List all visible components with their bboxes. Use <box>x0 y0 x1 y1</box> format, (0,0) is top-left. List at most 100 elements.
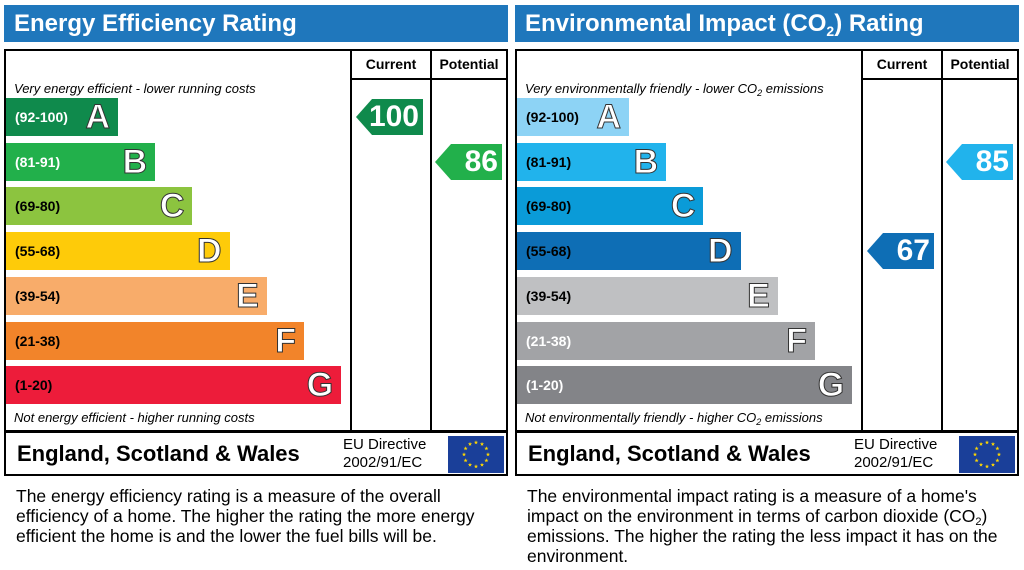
region-footer: England, Scotland & Wales EU Directive 2… <box>515 431 1019 476</box>
band-range-label: (1-20) <box>15 377 53 394</box>
current-arrow-polygon <box>867 233 934 270</box>
band-range-label: (92-100) <box>526 109 579 125</box>
band-range-label: (39-54) <box>526 287 572 304</box>
chart-title-prefix: Environmental Impact (CO <box>525 10 827 37</box>
current-arrow-shape <box>867 233 934 270</box>
rating-band-b: (81-91) B <box>6 142 156 181</box>
current-rating-value: 67 <box>896 234 930 268</box>
potential-arrow-polygon <box>946 143 1013 180</box>
potential-rating-value: 86 <box>464 144 498 178</box>
bottom-note: Not energy efficient - higher running co… <box>14 410 255 425</box>
bottom-note: Not environmentally friendly - higher CO… <box>525 410 823 427</box>
rating-band-f: (21-38) F <box>6 321 304 360</box>
eu-directive-title: EU Directive <box>343 436 427 453</box>
eu-directive-number: 2002/91/EC <box>343 454 423 471</box>
bottom-note-subscript: 2 <box>756 417 762 427</box>
chart-title-suffix: ) Rating <box>834 10 924 37</box>
band-range-label: (1-20) <box>526 377 564 394</box>
bottom-note-prefix: Not environmentally friendly - higher CO <box>525 410 757 425</box>
band-letter: D <box>197 232 223 271</box>
divider-current <box>350 51 352 430</box>
rating-band-a: (92-100) A <box>6 98 118 137</box>
band-range-label: (69-80) <box>15 198 61 215</box>
potential-rating-value: 85 <box>975 144 1009 178</box>
divider-current <box>861 51 863 430</box>
band-letter: F <box>275 321 297 360</box>
band-range-label: (21-38) <box>526 332 572 349</box>
column-header-current: Current <box>365 56 417 72</box>
band-range-label: (92-100) <box>15 109 68 125</box>
band-letter: B <box>633 142 659 181</box>
description-suffix: ) emissions. The higher the rating the l… <box>527 506 998 566</box>
current-arrow-shape <box>356 99 423 135</box>
rating-chart: Current Potential Very environmentally f… <box>515 49 1019 432</box>
eu-directive-number: 2002/91/EC <box>854 454 934 471</box>
band-letter: G <box>306 366 334 405</box>
header-divider <box>861 78 1017 80</box>
band-letter: E <box>236 276 260 315</box>
band-range-label: (39-54) <box>15 287 61 304</box>
potential-arrow-polygon <box>435 143 502 180</box>
region-footer: England, Scotland & Wales EU Directive 2… <box>4 431 508 476</box>
top-note-subscript: 2 <box>757 88 763 98</box>
eu-flag-icon <box>448 436 504 473</box>
top-note: Very environmentally friendly - lower CO… <box>525 81 824 98</box>
column-header-potential: Potential <box>439 56 499 72</box>
energy-efficiency-panel: Energy Efficiency Rating Current Potenti… <box>4 0 510 570</box>
rating-band-d: (55-68) D <box>6 232 230 271</box>
chart-title-subscript: 2 <box>826 23 835 39</box>
band-letter: D <box>708 232 734 271</box>
band-letter: A <box>85 98 111 137</box>
divider-potential <box>430 51 432 430</box>
eu-directive: EU Directive 2002/91/EC <box>343 436 426 472</box>
band-range-label: (81-91) <box>15 153 61 170</box>
description-text: The environmental impact rating is a mea… <box>527 486 1007 566</box>
band-letter: E <box>747 276 771 315</box>
rating-band-a: (92-100) A <box>517 98 629 137</box>
rating-band-d: (55-68) D <box>517 232 741 271</box>
top-note: Very energy efficient - lower running co… <box>14 81 256 96</box>
eu-flag-icon <box>959 436 1015 473</box>
band-letter: C <box>670 187 696 226</box>
description-subscript: 2 <box>975 516 982 528</box>
band-letter: C <box>159 187 185 226</box>
rating-band-c: (69-80) C <box>517 187 704 226</box>
environmental-impact-panel: Environmental Impact (CO2) Rating Curren… <box>515 0 1021 570</box>
current-rating-arrow: 100 <box>356 99 423 135</box>
chart-title: Environmental Impact (CO2) Rating <box>515 5 1019 42</box>
band-letter: B <box>122 142 148 181</box>
top-note-prefix: Very environmentally friendly - lower CO <box>525 81 758 96</box>
description-prefix: The environmental impact rating is a mea… <box>527 486 977 526</box>
header-divider <box>350 78 506 80</box>
column-header-potential: Potential <box>950 56 1010 72</box>
rating-band-c: (69-80) C <box>6 187 193 226</box>
band-range-label: (81-91) <box>526 153 572 170</box>
band-range-label: (55-68) <box>526 243 572 260</box>
potential-arrow-shape <box>435 143 502 180</box>
region-label: England, Scotland & Wales <box>528 441 811 466</box>
band-range-label: (69-80) <box>526 198 572 215</box>
rating-band-e: (39-54) E <box>517 276 778 315</box>
eu-directive-title: EU Directive <box>854 436 938 453</box>
rating-chart: Current Potential Very energy efficient … <box>4 49 508 432</box>
divider-potential <box>941 51 943 430</box>
rating-band-b: (81-91) B <box>517 142 667 181</box>
top-note-suffix: emissions <box>762 81 824 96</box>
bottom-note-suffix: emissions <box>761 410 823 425</box>
chart-title: Energy Efficiency Rating <box>4 5 508 42</box>
rating-band-e: (39-54) E <box>6 276 267 315</box>
current-arrow-polygon <box>356 99 423 135</box>
current-rating-value: 100 <box>368 100 419 133</box>
rating-band-g: (1-20) G <box>6 366 342 405</box>
current-rating-arrow: 67 <box>867 233 934 270</box>
band-range-label: (21-38) <box>15 332 61 349</box>
band-letter: A <box>596 98 622 137</box>
potential-rating-arrow: 85 <box>946 143 1013 180</box>
rating-band-g: (1-20) G <box>517 366 853 405</box>
band-letter: G <box>817 366 845 405</box>
column-header-current: Current <box>876 56 928 72</box>
eu-directive: EU Directive 2002/91/EC <box>854 436 937 472</box>
band-letter: F <box>786 321 808 360</box>
rating-band-f: (21-38) F <box>517 321 815 360</box>
description-text: The energy efficiency rating is a measur… <box>16 486 475 546</box>
